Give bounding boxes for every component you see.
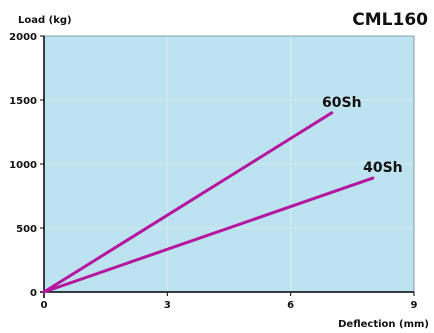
chart-title: CML160 [352, 10, 428, 30]
x-tick-label-1: 3 [164, 300, 171, 311]
y-tick-label-3: 1500 [9, 96, 37, 107]
y-tick-label-2: 1000 [9, 160, 37, 171]
y-tick-label-4: 2000 [9, 32, 37, 43]
y-tick-label-1: 500 [16, 224, 37, 235]
axis-ticks: 0 3 6 9 0 500 1000 1500 2000 [9, 32, 417, 311]
x-axis-label: Deflection (mm) [338, 319, 429, 330]
y-tick-label-0: 0 [30, 288, 37, 299]
y-axis-label: Load (kg) [18, 15, 72, 26]
x-tick-label-2: 6 [287, 300, 294, 311]
series-line-60Sh [42, 111, 334, 294]
x-tick-label-0: 0 [41, 300, 48, 311]
x-tick-label-3: 9 [411, 300, 418, 311]
series-lines: 60Sh 40Sh [42, 95, 403, 294]
series-label-60Sh: 60Sh [322, 95, 362, 111]
series-line-40Sh [42, 176, 375, 294]
series-label-40Sh: 40Sh [363, 160, 403, 176]
